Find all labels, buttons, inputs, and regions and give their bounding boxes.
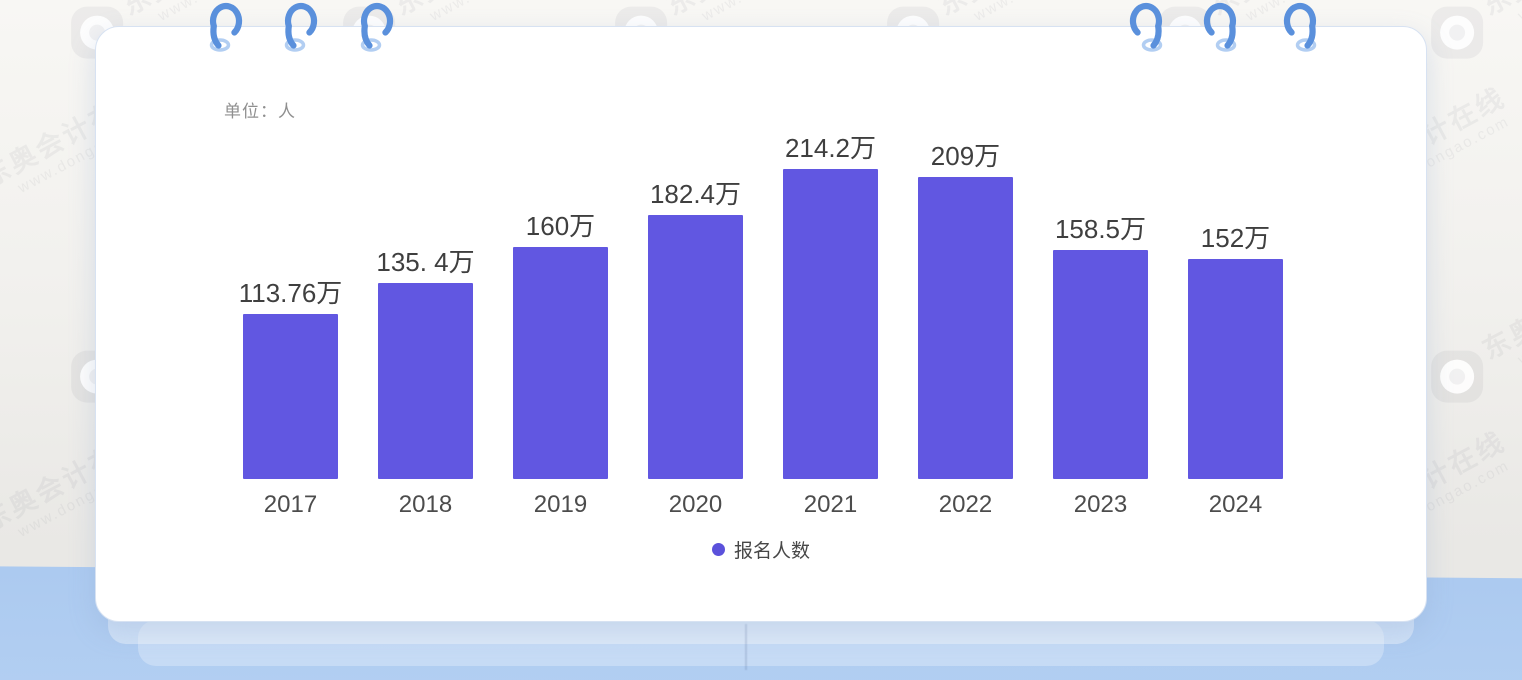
bar-chart: 113.76万 2017 135. 4万 2018 160万 2019 182.… — [239, 133, 1283, 520]
binder-ring-icon — [280, 1, 322, 55]
bar-column: 135. 4万 2018 — [376, 247, 475, 520]
legend-label: 报名人数 — [733, 541, 810, 562]
bar-column: 158.5万 2023 — [1053, 214, 1148, 520]
bar-value-label: 182.4万 — [649, 179, 742, 210]
watermark-brand-text: 东奥会计在线 — [662, 0, 836, 22]
bar — [918, 177, 1013, 480]
bar-year-label: 2020 — [668, 491, 723, 519]
watermark-brand-text: 东奥会计在线 — [1477, 254, 1522, 365]
binder-ring-icon — [205, 1, 247, 55]
bar-value-label: 214.2万 — [784, 133, 877, 164]
bar — [378, 283, 473, 480]
watermark-brand-text: 东奥会计在线 — [390, 0, 564, 22]
binder-ring-icon — [356, 1, 398, 55]
bar-column: 182.4万 2020 — [648, 179, 743, 520]
bar-value-label: 160万 — [525, 211, 596, 242]
bar-year-label: 2018 — [398, 491, 453, 519]
bar-value-label: 113.76万 — [238, 278, 343, 309]
bar — [1053, 250, 1148, 480]
bar-column: 113.76万 2017 — [239, 278, 343, 520]
calendar-page-stack-2 — [138, 620, 1384, 666]
bar-column: 160万 2019 — [513, 211, 608, 520]
watermark-logo-icon — [1431, 6, 1484, 59]
watermark-url-text: www.dongao.com — [1515, 284, 1522, 369]
watermark-brand-text: 东奥会计在线 — [1478, 0, 1522, 22]
bar-year-label: 2019 — [533, 491, 588, 519]
binder-ring-icon — [1199, 1, 1241, 55]
bar-year-label: 2024 — [1208, 491, 1263, 519]
bar-value-label: 209万 — [930, 141, 1001, 172]
bar-year-label: 2017 — [263, 491, 318, 519]
bar-year-label: 2023 — [1073, 491, 1128, 519]
page-crease-line — [745, 624, 747, 670]
bar — [783, 169, 878, 480]
watermark-logo-icon — [1431, 350, 1484, 403]
legend: 报名人数 — [96, 536, 1426, 563]
binder-ring-icon — [1279, 1, 1321, 55]
bar-value-label: 152万 — [1200, 223, 1271, 254]
bar-value-label: 158.5万 — [1054, 214, 1147, 245]
bar-value-label: 135. 4万 — [376, 247, 475, 278]
legend-dot-icon — [711, 543, 725, 556]
bar-column: 152万 2024 — [1188, 223, 1283, 520]
bar — [513, 247, 608, 480]
bar-year-label: 2021 — [803, 491, 858, 519]
bar — [648, 215, 743, 480]
bar-column: 214.2万 2021 — [783, 133, 878, 520]
bar — [243, 314, 338, 480]
watermark-brand-text: 东奥会计在线 — [934, 0, 1108, 22]
bar — [1188, 259, 1283, 480]
unit-label: 单位：人 — [224, 102, 296, 121]
watermark-url-text: www.dongao.com — [1492, 0, 1522, 37]
binder-ring-icon — [1125, 1, 1167, 55]
calendar-card: 单位：人 113.76万 2017 135. 4万 2018 160万 2019… — [95, 26, 1427, 622]
bar-column: 209万 2022 — [918, 141, 1013, 520]
bar-year-label: 2022 — [938, 491, 993, 519]
